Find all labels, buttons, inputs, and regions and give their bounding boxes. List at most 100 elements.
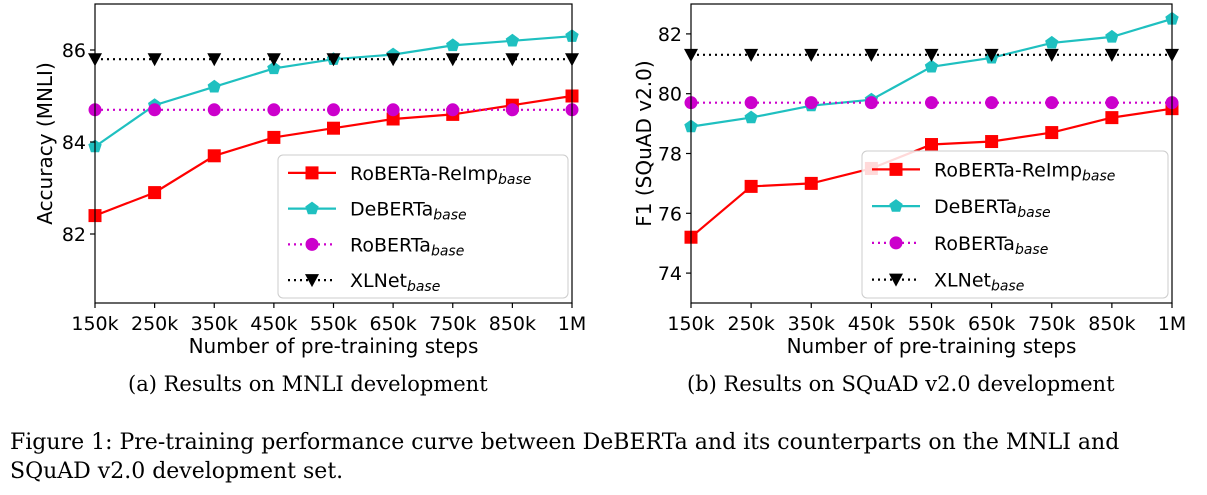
data-point <box>1045 126 1059 140</box>
data-point <box>744 110 758 124</box>
y-tick-label: 78 <box>658 144 682 166</box>
legend-marker <box>305 237 319 251</box>
data-point <box>207 103 221 117</box>
legend-marker <box>889 273 903 287</box>
series-line-deberta <box>690 17 1173 128</box>
x-tick-label: 1M <box>1158 313 1186 335</box>
legend-subscript: base <box>1082 168 1115 184</box>
legend-marker <box>889 199 903 212</box>
data-point <box>984 48 999 62</box>
legend-subscript: base <box>498 172 531 188</box>
data-point <box>1104 48 1119 62</box>
x-tick-label: 550k <box>908 313 955 335</box>
data-point <box>148 186 162 200</box>
x-tick-label: 550k <box>310 313 357 335</box>
data-point <box>744 179 758 193</box>
y-tick-label: 74 <box>658 263 682 285</box>
data-point <box>864 48 879 62</box>
data-point <box>924 48 939 62</box>
x-tick-label: 1M <box>558 313 586 335</box>
x-tick-label: 850k <box>1088 313 1135 335</box>
y-tick-label: 76 <box>658 203 682 225</box>
x-tick-label: 650k <box>968 313 1015 335</box>
x-tick-label: 250k <box>727 313 774 335</box>
data-point <box>744 96 758 110</box>
x-axis-label: Number of pre-training steps <box>189 334 479 358</box>
x-tick-label: 650k <box>369 313 416 335</box>
legend-subscript: base <box>433 208 466 224</box>
x-tick-label: 450k <box>848 313 895 335</box>
legend-marker <box>305 274 319 288</box>
data-point <box>445 53 460 67</box>
data-point <box>924 59 939 73</box>
legend-marker <box>889 162 903 176</box>
legend-marker <box>305 201 319 215</box>
data-point <box>207 79 221 93</box>
legend-subscript: base <box>1017 205 1050 221</box>
y-axis-label: Accuracy (MNLI) <box>33 62 57 225</box>
data-point <box>386 112 400 126</box>
data-point <box>864 96 878 110</box>
x-tick-label: 350k <box>191 313 238 335</box>
data-point <box>148 103 162 117</box>
data-point <box>505 53 520 67</box>
data-point <box>505 33 519 47</box>
y-tick-label: 84 <box>62 132 86 154</box>
legend-subscript: base <box>407 279 440 295</box>
data-point <box>1044 48 1059 62</box>
data-point <box>985 96 999 110</box>
y-tick-label: 86 <box>62 40 86 62</box>
data-point <box>925 138 938 152</box>
data-point <box>386 53 401 67</box>
x-tick-label: 250k <box>131 313 178 335</box>
legend: RoBERTa-ReImpbaseDeBERTabaseRoBERTabaseX… <box>277 154 569 299</box>
x-tick-label: 450k <box>250 313 297 335</box>
data-point <box>207 53 222 67</box>
data-point <box>1105 29 1119 43</box>
x-tick-label: 350k <box>788 313 835 335</box>
data-point <box>267 103 281 117</box>
data-point <box>267 61 281 75</box>
caption-a: (a) Results on MNLI development <box>128 372 488 396</box>
data-point <box>266 53 281 67</box>
legend-marker <box>889 236 903 250</box>
data-point <box>147 53 162 67</box>
data-point <box>446 38 460 52</box>
data-point <box>744 48 759 62</box>
data-point <box>804 48 819 62</box>
legend-marker <box>305 166 319 180</box>
data-point <box>446 103 460 117</box>
data-point <box>1045 96 1059 110</box>
data-point <box>327 103 340 117</box>
data-point <box>1045 35 1059 49</box>
data-point <box>207 149 221 163</box>
y-tick-label: 82 <box>62 224 86 246</box>
data-point <box>327 121 340 135</box>
legend: RoBERTa-ReImpbaseDeBERTabaseRoBERTabaseX… <box>861 150 1169 299</box>
x-tick-label: 750k <box>1028 313 1075 335</box>
chart-0: 150k 250k 350k 450k 550k 650k 750k 850k 1M 82 84 86… <box>33 3 586 358</box>
y-tick-label: 80 <box>658 84 682 106</box>
data-point <box>267 130 281 144</box>
chart-1: 150k 250k 350k 450k 550k 650k 750k 850k 1M 74 76 78… <box>632 3 1186 358</box>
data-point <box>985 135 999 149</box>
x-tick-label: 750k <box>429 313 476 335</box>
data-point <box>1105 111 1119 125</box>
data-point <box>386 103 400 117</box>
y-tick-label: 82 <box>658 24 682 46</box>
x-tick-label: 150k <box>667 313 714 335</box>
data-point <box>505 103 519 117</box>
data-point <box>804 176 818 190</box>
x-axis-label: Number of pre-training steps <box>787 334 1077 358</box>
data-point <box>804 96 818 110</box>
figure-caption: Figure 1: Pre-training performance curve… <box>10 430 1120 484</box>
legend-entry: RoBERTabase <box>350 234 464 259</box>
data-point <box>925 96 938 110</box>
legend-subscript: base <box>991 279 1024 295</box>
legend-subscript: base <box>1015 242 1048 258</box>
caption-b: (b) Results on SQuAD v2.0 development <box>687 372 1115 396</box>
x-tick-label: 850k <box>489 313 536 335</box>
data-point <box>1105 96 1119 110</box>
